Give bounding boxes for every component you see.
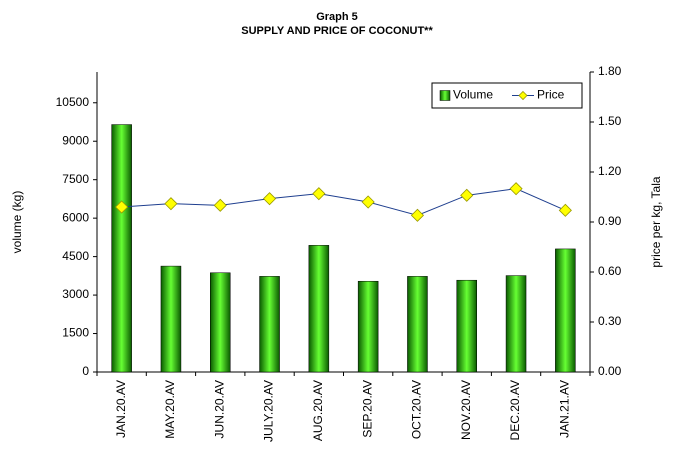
y2-tick-label: 0.30 xyxy=(598,314,622,328)
bar xyxy=(555,248,576,373)
legend-swatch xyxy=(439,90,451,101)
price-marker xyxy=(262,192,277,206)
x-tick-label: NOV.20.AV xyxy=(459,380,473,440)
y2-tick-label: 1.50 xyxy=(598,114,622,128)
x-tick-label: JAN.21.AV xyxy=(558,380,572,438)
y-axis-label: volume (kg) xyxy=(10,191,24,254)
chart-title: Graph 5 xyxy=(316,11,358,23)
price-marker xyxy=(410,208,425,222)
price-marker xyxy=(213,198,227,212)
bar xyxy=(407,276,428,373)
y-tick-label: 0 xyxy=(82,364,89,378)
bar xyxy=(505,275,527,373)
x-tick-label: SEP.20.AV xyxy=(360,380,374,438)
chart-subtitle: SUPPLY AND PRICE OF COCONUT** xyxy=(241,25,433,37)
y2-tick-label: 0.00 xyxy=(598,364,622,378)
y-tick-label: 1500 xyxy=(62,326,89,340)
y-tick-label: 3000 xyxy=(62,287,89,301)
bar xyxy=(357,280,379,373)
x-tick-label: JAN.20.AV xyxy=(114,380,128,438)
price-marker xyxy=(509,182,523,196)
x-tick-label: AUG.20.AV xyxy=(311,380,325,441)
y-tick-label: 4500 xyxy=(62,249,89,263)
bar xyxy=(111,124,132,373)
x-tick-label: JULY.20.AV xyxy=(262,380,276,442)
y2-tick-label: 1.80 xyxy=(598,64,622,78)
x-tick-label: DEC.20.AV xyxy=(508,380,522,440)
y-tick-label: 6000 xyxy=(62,210,89,224)
price-line xyxy=(121,188,566,216)
y2-tick-label: 0.60 xyxy=(598,264,622,278)
y2-axis-label: price per kg, Tala xyxy=(649,176,663,267)
legend-marker xyxy=(518,90,528,101)
legend-label: Volume xyxy=(453,88,493,102)
bar xyxy=(456,279,477,373)
x-tick-label: JUN.20.AV xyxy=(212,380,226,438)
price-marker xyxy=(312,187,326,201)
y-tick-label: 10500 xyxy=(56,95,90,109)
legend-label: Price xyxy=(537,88,565,102)
y2-tick-label: 1.20 xyxy=(598,164,622,178)
legend-box xyxy=(431,82,583,109)
price-marker xyxy=(460,188,474,202)
price-marker xyxy=(164,197,178,211)
bar xyxy=(210,272,231,373)
bar xyxy=(160,265,182,373)
y2-tick-label: 0.90 xyxy=(598,214,622,228)
bar xyxy=(308,245,330,373)
x-tick-label: MAY.20.AV xyxy=(163,380,177,439)
y-tick-label: 9000 xyxy=(62,133,89,147)
price-marker xyxy=(361,195,375,209)
price-marker xyxy=(558,203,572,217)
y-tick-label: 7500 xyxy=(62,172,89,186)
x-tick-label: OCT.20.AV xyxy=(410,380,424,439)
price-marker xyxy=(115,200,129,214)
bar xyxy=(259,276,280,373)
